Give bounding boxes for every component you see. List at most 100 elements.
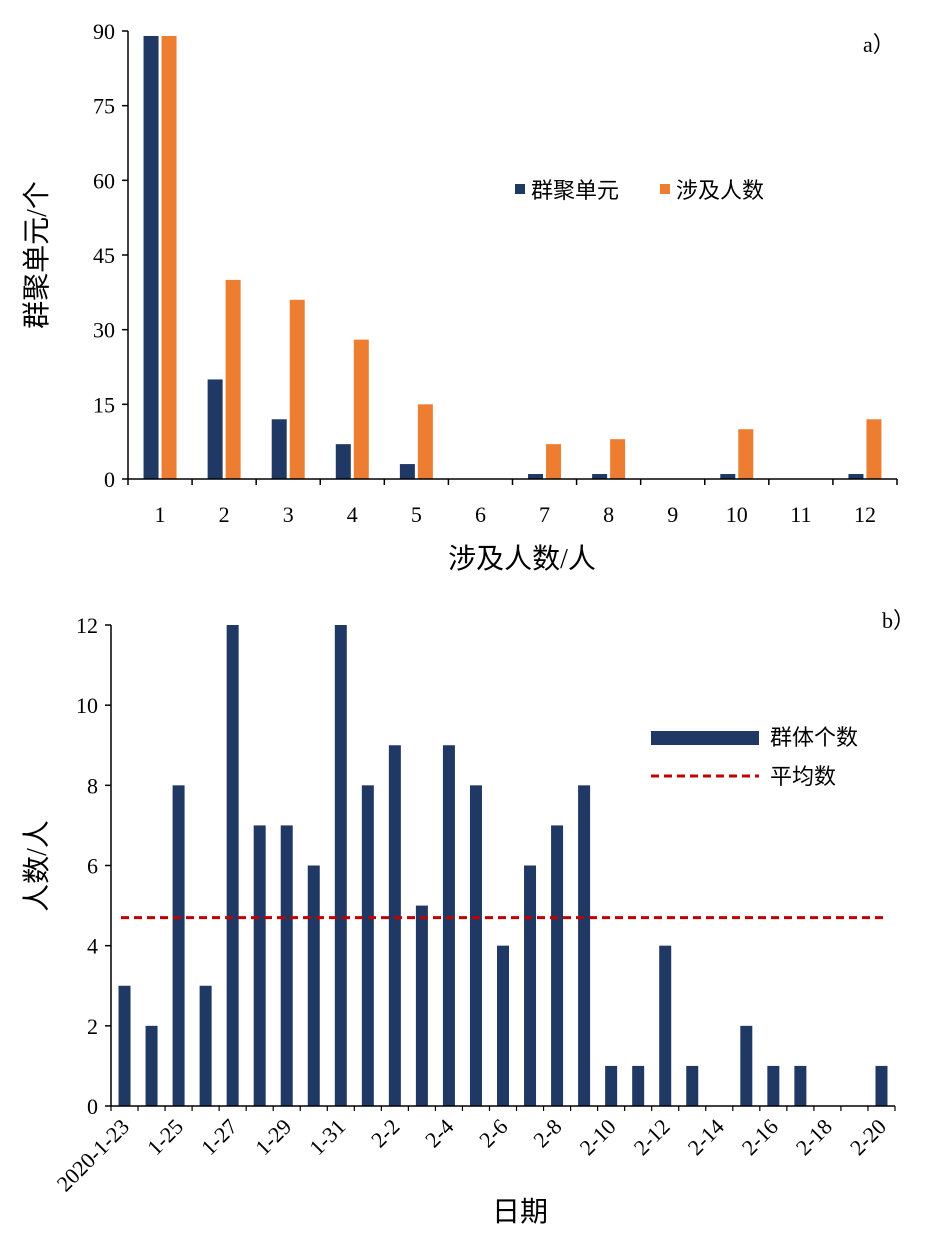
chart-a-panel-label: a） xyxy=(863,32,895,57)
chart-a-x-axis-title: 涉及人数/人 xyxy=(448,543,596,575)
bar-cluster-units-1 xyxy=(143,35,159,479)
bar-cluster-units-4 xyxy=(335,444,351,479)
bar-group-count-2-1 xyxy=(361,785,374,1106)
bar-group-count-2-16 xyxy=(767,1065,780,1106)
chart-b-panel-label: b） xyxy=(882,608,915,633)
y-tick-label: 4 xyxy=(87,934,98,959)
legend-label-people-involved: 涉及人数 xyxy=(676,178,764,203)
bar-people-involved-12 xyxy=(866,419,882,479)
x-tick-label: 8 xyxy=(603,502,614,527)
chart-b-y-axis-title: 人数/人 xyxy=(21,820,53,912)
bar-cluster-units-3 xyxy=(271,419,287,479)
y-tick-label: 0 xyxy=(104,467,115,492)
bar-group-count-1-27 xyxy=(226,625,239,1106)
x-tick-label: 7 xyxy=(539,502,550,527)
bar-group-count-2-5 xyxy=(469,785,482,1106)
y-tick-label: 75 xyxy=(93,94,115,119)
y-tick-label: 8 xyxy=(87,773,98,798)
x-tick-label: 5 xyxy=(411,502,422,527)
bar-group-count-2-13 xyxy=(686,1065,699,1106)
bar-cluster-units-8 xyxy=(592,474,608,479)
bar-cluster-units-10 xyxy=(720,474,736,479)
x-tick-label: 1 xyxy=(155,502,166,527)
bar-people-involved-4 xyxy=(353,339,369,479)
x-tick-label: 2 xyxy=(219,502,230,527)
chart-a-axes xyxy=(127,31,897,480)
legend-label-average: 平均数 xyxy=(770,764,836,789)
bar-cluster-units-2 xyxy=(207,379,223,479)
x-tick-label: 2-12 xyxy=(629,1114,675,1160)
y-tick-label: 10 xyxy=(76,693,98,718)
bar-people-involved-2 xyxy=(225,279,241,479)
chart-a-y-axis-title: 群聚单元/个 xyxy=(21,181,53,329)
chart-b-x-axis-title: 日期 xyxy=(492,1197,548,1228)
y-tick-label: 45 xyxy=(93,243,115,268)
y-tick-label: 60 xyxy=(93,168,115,193)
bar-group-count-1-25 xyxy=(172,785,185,1106)
x-tick-label: 2-4 xyxy=(420,1114,458,1152)
chart-b-legend: 群体个数 平均数 xyxy=(651,725,858,789)
bar-group-count-2-10 xyxy=(605,1065,618,1106)
legend-swatch-cluster-units xyxy=(515,184,525,194)
x-tick-label: 2-2 xyxy=(366,1114,404,1152)
bar-group-count-1-31 xyxy=(334,625,347,1106)
x-tick-label: 3 xyxy=(283,502,294,527)
x-tick-label: 2-10 xyxy=(574,1114,620,1160)
y-tick-label: 0 xyxy=(87,1094,98,1119)
bar-group-count-1-30 xyxy=(307,865,320,1106)
x-tick-label: 4 xyxy=(347,502,358,527)
x-tick-label: 1-27 xyxy=(196,1114,242,1160)
x-tick-label: 10 xyxy=(726,502,748,527)
bar-group-count-2-3 xyxy=(415,905,428,1106)
y-tick-label: 15 xyxy=(93,392,115,417)
y-tick-label: 6 xyxy=(87,854,98,879)
bar-group-count-1-24 xyxy=(145,1025,158,1106)
y-tick-label: 30 xyxy=(93,318,115,343)
bar-people-involved-3 xyxy=(289,299,305,479)
x-tick-label: 2-6 xyxy=(474,1114,512,1152)
chart-a-legend: 群聚单元 涉及人数 xyxy=(515,178,764,203)
chart-b: 0 2 4 6 8 10 12 2020-1-23 1-25 1-27 1-29 1-31 2-2 2-4… xyxy=(21,608,915,1228)
bar-group-count-2020-1-23 xyxy=(118,985,131,1106)
bar-group-count-2-9 xyxy=(578,785,591,1106)
x-tick-label: 2-20 xyxy=(845,1114,891,1160)
x-tick-label: 11 xyxy=(790,502,811,527)
chart-b-bars xyxy=(118,625,888,1106)
legend-swatch-group-count xyxy=(651,731,759,745)
bar-group-count-2-7 xyxy=(524,865,537,1106)
bar-cluster-units-12 xyxy=(848,474,864,479)
bar-group-count-2-15 xyxy=(740,1025,753,1106)
chart-a-bars xyxy=(143,35,882,479)
y-tick-label: 2 xyxy=(87,1014,98,1039)
x-tick-label: 2-14 xyxy=(683,1114,729,1160)
bar-group-count-2-2 xyxy=(388,745,401,1106)
y-tick-label: 90 xyxy=(93,19,115,44)
bar-group-count-2-12 xyxy=(659,945,672,1106)
bar-people-involved-8 xyxy=(610,439,626,479)
bar-people-involved-7 xyxy=(546,444,562,479)
x-tick-label: 1-25 xyxy=(142,1114,188,1160)
bar-group-count-1-26 xyxy=(199,985,212,1106)
x-tick-label: 12 xyxy=(854,502,876,527)
bar-group-count-2-17 xyxy=(794,1065,807,1106)
x-tick-label: 6 xyxy=(475,502,486,527)
x-tick-label: 2020-1-23 xyxy=(52,1114,134,1196)
legend-label-group-count: 群体个数 xyxy=(770,725,858,750)
bar-group-count-2-20 xyxy=(875,1065,888,1106)
bar-group-count-2-11 xyxy=(632,1065,645,1106)
x-tick-label: 2-18 xyxy=(791,1114,837,1160)
y-tick-label: 12 xyxy=(76,613,98,638)
x-tick-label: 1-29 xyxy=(250,1114,296,1160)
bar-group-count-2-8 xyxy=(551,825,564,1106)
bar-people-involved-10 xyxy=(738,429,754,479)
x-tick-label: 9 xyxy=(667,502,678,527)
x-tick-label: 1-31 xyxy=(304,1114,350,1160)
x-tick-label: 2-8 xyxy=(528,1114,566,1152)
bar-cluster-units-5 xyxy=(399,464,415,479)
bar-group-count-2-6 xyxy=(497,945,509,1106)
bar-group-count-1-28 xyxy=(253,825,266,1106)
legend-swatch-people-involved xyxy=(660,184,670,194)
